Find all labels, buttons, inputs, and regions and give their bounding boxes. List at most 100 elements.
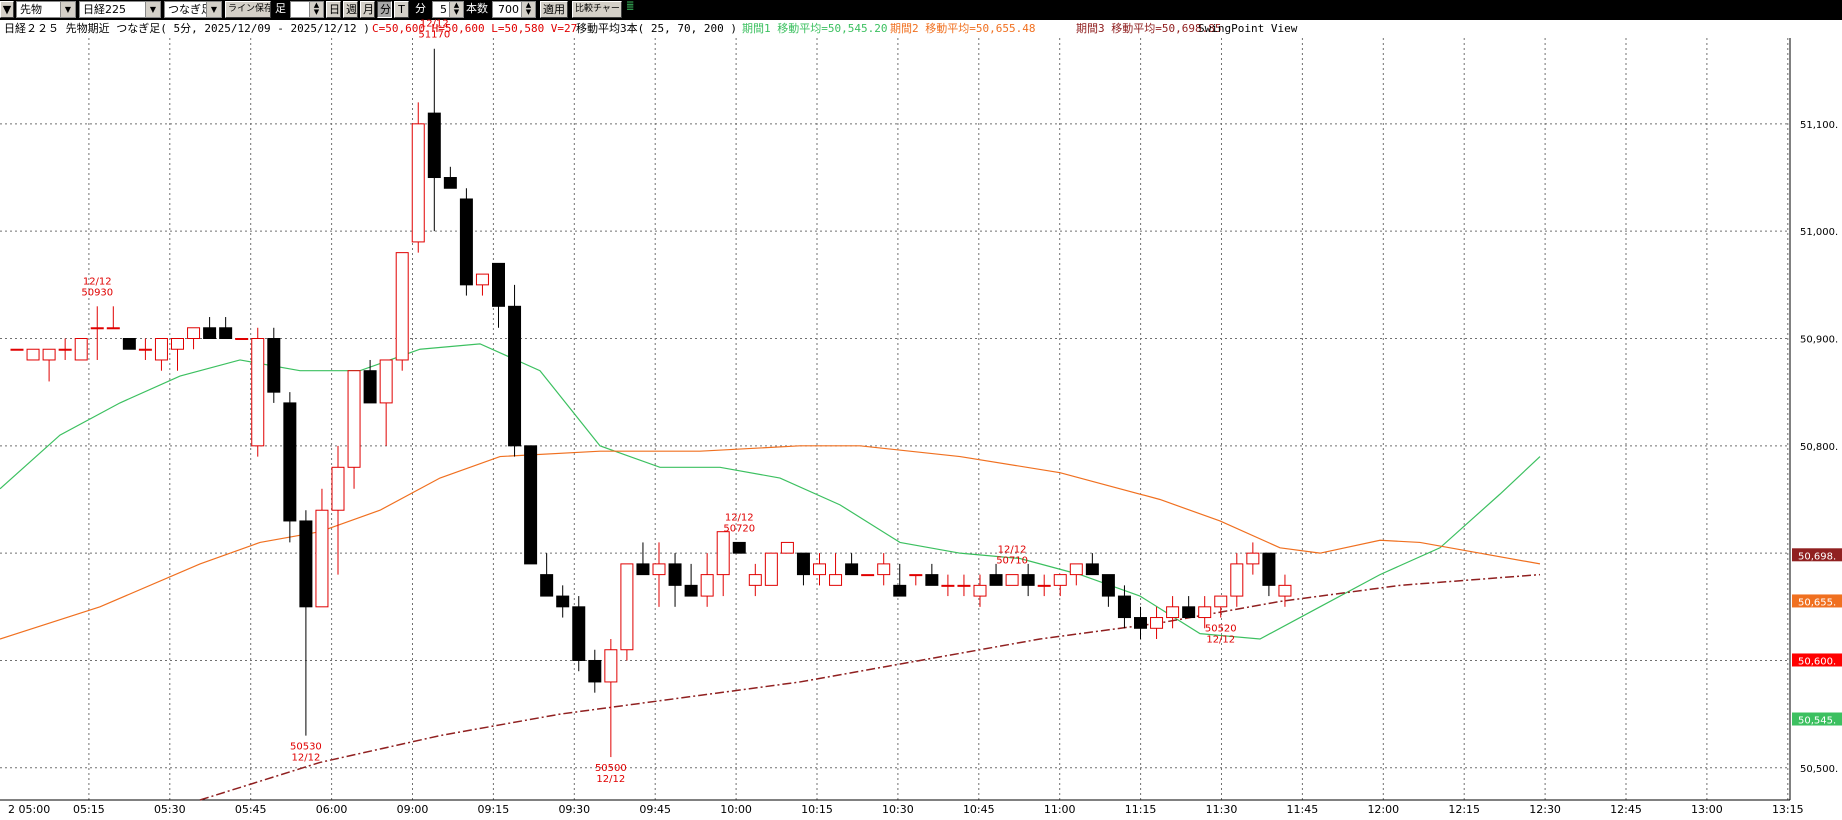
ohlcv-readout: C=50,600 H=50,600 L=50,580 V=27 <box>372 22 578 35</box>
candle-body <box>973 584 987 597</box>
x-tick-label: 11:15 <box>1125 803 1157 816</box>
candle-body <box>572 606 586 661</box>
candle-body <box>395 252 409 361</box>
candle-body <box>1085 563 1099 576</box>
chart-toolbar: ▼ 先物 ▼ 日経225 ▼ つなぎ足 ▼ ライン保存 足 ▲ ▼ 日 週 月 分 T … <box>0 0 1842 20</box>
candle-body <box>1021 574 1035 586</box>
candle-body <box>1150 617 1164 629</box>
x-tick-label: 12:15 <box>1448 803 1480 816</box>
count-label: 本数 <box>466 2 488 15</box>
price-badge-label: 50,698. <box>1798 551 1836 562</box>
candle-body <box>74 338 88 361</box>
x-tick-label: 11:45 <box>1287 803 1319 816</box>
candle-body <box>363 370 377 404</box>
candle-body <box>267 338 281 393</box>
candle-body <box>684 584 698 597</box>
line-save-button[interactable]: ライン保存 <box>225 1 271 18</box>
minute-input[interactable]: 5 ▲ ▼ <box>432 1 464 18</box>
candle-body <box>652 563 666 576</box>
candle-body <box>1198 606 1212 619</box>
candle-body <box>861 574 875 577</box>
count-input[interactable]: 700 ▲ ▼ <box>492 1 536 18</box>
candle-body <box>1246 552 1260 565</box>
y-tick-label: 50,900. <box>1800 335 1838 346</box>
menu-dropdown-button[interactable]: ▼ <box>0 1 14 18</box>
swing-low-date: 12/12 <box>291 753 320 764</box>
x-tick-label: 09:00 <box>397 803 429 816</box>
candle-body <box>187 327 201 340</box>
settings-lines-icon[interactable]: ≡ ≡ <box>626 1 635 14</box>
candle-body <box>941 584 955 587</box>
chevron-down-icon: ▼ <box>60 2 75 17</box>
candle-body <box>989 574 1003 586</box>
swing-low-date: 12/12 <box>1206 635 1235 646</box>
ma-title: 移動平均3本( 25, 70, 200 ) <box>576 22 737 35</box>
period-minute-button[interactable]: 分 <box>377 1 392 18</box>
ma2-readout: 期間2 移動平均=50,655.48 <box>890 22 1036 35</box>
candle-body <box>1214 595 1228 608</box>
swing-low-date: 12/12 <box>596 774 625 785</box>
swing-high-date: 12/12 <box>725 512 754 523</box>
candle-body <box>251 338 265 447</box>
spinner-icon[interactable]: ▲ ▼ <box>309 2 323 17</box>
x-tick-label: 11:30 <box>1206 803 1238 816</box>
x-tick-label: 09:15 <box>478 803 510 816</box>
candle-body <box>106 327 120 330</box>
x-tick-label: 13:00 <box>1691 803 1723 816</box>
period-month-button[interactable]: 月 <box>360 1 375 18</box>
period-week-button[interactable]: 週 <box>343 1 358 18</box>
candle-body <box>459 198 473 286</box>
candle-body <box>26 348 40 361</box>
x-tick-label: 05:15 <box>73 803 105 816</box>
spinner-icon[interactable]: ▲ ▼ <box>449 2 463 17</box>
candle-body <box>1101 574 1115 597</box>
x-tick-label: 10:00 <box>720 803 752 816</box>
candle-body <box>379 359 393 404</box>
candle-body <box>90 327 104 330</box>
candle-body <box>1069 563 1083 576</box>
candle-body <box>58 348 72 351</box>
swing-low-value: 50500 <box>595 763 627 774</box>
candle-body <box>829 574 843 586</box>
x-tick-label: 09:30 <box>558 803 590 816</box>
period-day-button[interactable]: 日 <box>326 1 341 18</box>
period-tick-button[interactable]: T <box>394 1 409 18</box>
candle-body <box>331 466 345 511</box>
candle-body <box>315 509 329 608</box>
swing-high-date: 12/12 <box>998 545 1027 556</box>
candle-body <box>1230 563 1244 597</box>
candle-body <box>492 262 505 307</box>
swing-high-value: 50710 <box>996 556 1028 567</box>
y-tick-label: 51,100. <box>1800 120 1838 131</box>
candle-body <box>427 112 441 179</box>
index-select[interactable]: 日経225 ▼ <box>79 1 161 18</box>
candle-body <box>845 563 859 576</box>
swing-low-value: 50520 <box>1205 624 1237 635</box>
market-select[interactable]: 先物 ▼ <box>16 1 76 18</box>
y-tick-label: 50,500. <box>1800 764 1838 775</box>
y-tick-label: 50,800. <box>1800 442 1838 453</box>
candle-body <box>556 595 570 608</box>
candle-body <box>604 649 618 683</box>
candle-body <box>716 531 730 576</box>
x-tick-label: 10:15 <box>801 803 833 816</box>
candle-body <box>475 273 489 286</box>
x-tick-label: 10:45 <box>963 803 995 816</box>
candle-body <box>588 659 602 683</box>
spinner-icon[interactable]: ▲ ▼ <box>521 2 535 17</box>
candle-body <box>154 338 168 361</box>
candle-body <box>219 327 233 340</box>
candle-body <box>1053 574 1067 586</box>
candle-body <box>299 520 313 608</box>
foot-count-input[interactable]: ▲ ▼ <box>290 1 324 18</box>
chain-select[interactable]: つなぎ足 ▼ <box>164 1 222 18</box>
candle-body <box>1262 552 1276 586</box>
compare-chart-button[interactable]: 比較チャート <box>572 1 622 18</box>
ma3-readout: 期間3 移動平均=50,698.85 <box>1076 22 1222 35</box>
candle-body <box>1037 584 1051 587</box>
candle-body <box>780 541 794 554</box>
candle-body <box>620 563 634 651</box>
swing-high-date: 12/12 <box>420 19 449 30</box>
apply-button[interactable]: 適用 <box>540 1 568 18</box>
